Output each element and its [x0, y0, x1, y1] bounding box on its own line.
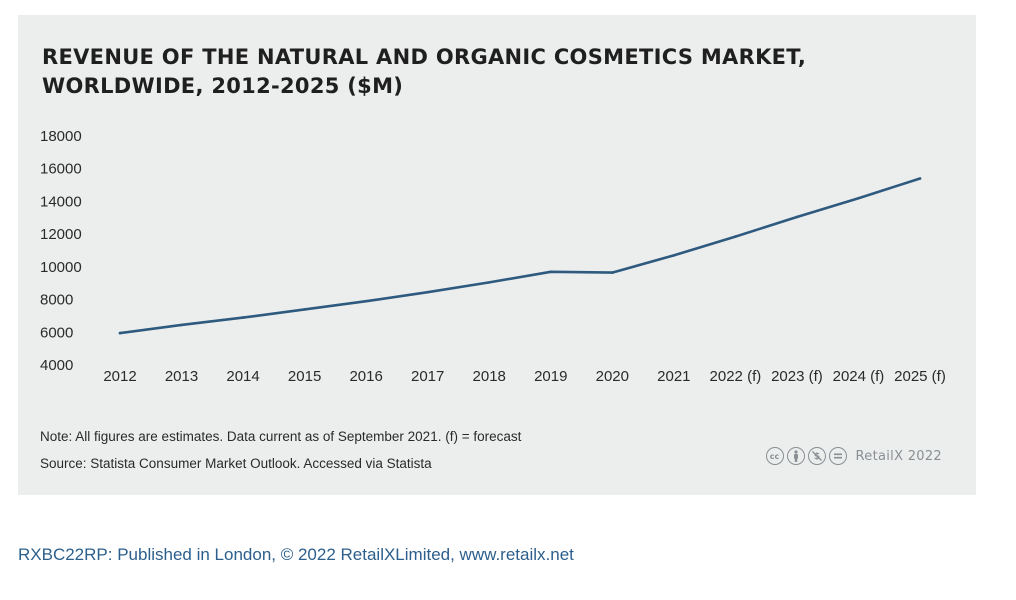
attribution-icon: [786, 447, 805, 465]
license-brand: RetailX 2022: [855, 448, 942, 464]
y-tick-label: 18000: [40, 128, 82, 145]
y-axis-ticks: 18000 16000 14000 12000 10000 8000 6000 4000: [40, 128, 82, 374]
x-tick-label: 2012: [103, 368, 136, 385]
source-text: Source: Statista Consumer Market Outlook…: [40, 456, 432, 471]
y-tick-label: 16000: [40, 161, 82, 178]
x-tick-label: 2023 (f): [771, 368, 823, 385]
y-tick-label: 10000: [40, 259, 82, 276]
data-point: [180, 323, 183, 327]
data-point: [918, 177, 922, 180]
data-point: [672, 254, 676, 257]
data-point: [303, 308, 306, 311]
x-tick-label: 2019: [534, 368, 567, 385]
x-tick-label: 2017: [411, 368, 444, 385]
data-point: [426, 290, 429, 294]
data-point: [118, 331, 122, 335]
data-point: [549, 270, 553, 274]
x-tick-label: 2016: [349, 368, 382, 385]
noderivs-icon: [828, 447, 847, 465]
chart-panel: REVENUE OF THE NATURAL AND ORGANIC COSME…: [18, 15, 976, 495]
note-text: Note: All figures are estimates. Data cu…: [40, 429, 522, 444]
y-tick-label: 4000: [40, 357, 73, 374]
data-point: [857, 196, 860, 200]
data-point: [795, 215, 799, 219]
chart-notes: Note: All figures are estimates. Data cu…: [40, 423, 521, 477]
x-axis-ticks: 2012 2013 2014 2015 2016 2017 2018 2019 2020 2021…: [103, 368, 946, 385]
line-chart: 18000 16000 14000 12000 10000 8000 6000 4000 20…: [40, 128, 946, 385]
series-group: [118, 177, 922, 335]
x-tick-label: 2020: [596, 368, 629, 385]
y-tick-label: 12000: [40, 226, 82, 243]
revenue-series-line: [118, 177, 922, 335]
x-tick-label: 2021: [657, 368, 690, 385]
y-tick-label: 14000: [40, 193, 82, 210]
data-point: [364, 299, 368, 303]
publication-footer: RXBC22RP: Published in London, © 2022 Re…: [18, 545, 574, 564]
data-point: [487, 281, 491, 284]
y-tick-label: 6000: [40, 324, 73, 341]
x-tick-label: 2022 (f): [710, 368, 762, 385]
data-point: [241, 316, 245, 319]
noncommercial-icon: $: [807, 447, 826, 465]
data-point: [734, 235, 737, 238]
x-tick-label: 2015: [288, 368, 321, 385]
x-tick-label: 2014: [226, 368, 259, 385]
x-tick-label: 2024 (f): [833, 368, 885, 385]
x-tick-label: 2013: [165, 368, 198, 385]
license-badge: cc $ RetailX 2022: [765, 447, 942, 465]
chart-title: REVENUE OF THE NATURAL AND ORGANIC COSME…: [42, 45, 807, 98]
cc-icon: cc: [765, 447, 784, 465]
x-tick-label: 2025 (f): [894, 368, 946, 385]
x-tick-label: 2018: [473, 368, 506, 385]
data-point: [611, 271, 614, 274]
svg-text:$: $: [813, 452, 819, 462]
y-tick-label: 8000: [40, 292, 73, 309]
